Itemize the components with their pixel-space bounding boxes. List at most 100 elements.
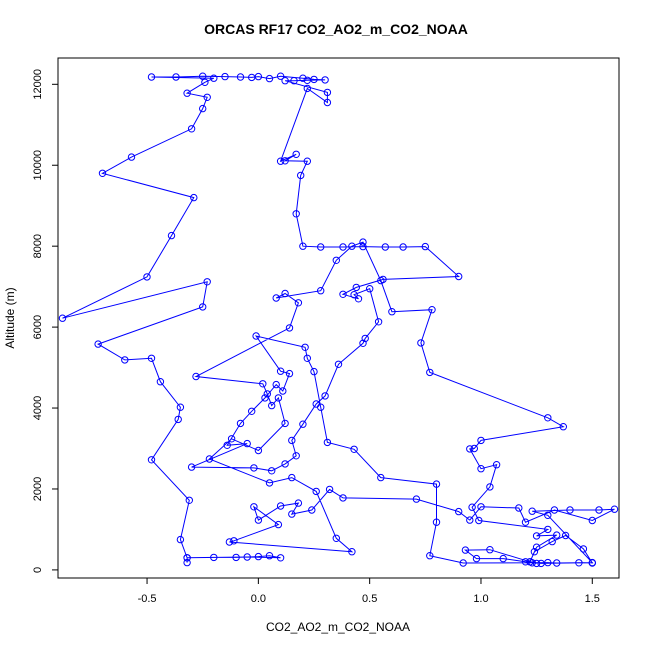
data-point [325,485,334,494]
data-point [294,499,303,507]
data-point [459,559,467,567]
data-point [285,369,294,378]
data-point [303,84,311,93]
data-point [381,243,389,251]
data-point [254,72,263,81]
data-point [350,291,358,299]
y-tick-label: 6000 [32,315,44,339]
data-point [421,242,429,251]
data-point [187,463,196,471]
data-point [388,308,396,316]
data-point [98,169,107,178]
data-point [250,503,258,511]
data-point [272,380,280,389]
data-point [176,403,185,411]
data-point [412,495,421,503]
data-point [317,287,325,295]
data-point [147,456,156,464]
data-point [172,73,180,81]
y-tick-label: 12000 [32,69,44,100]
data-point [317,243,325,251]
data-point [299,420,307,428]
data-point [339,243,347,251]
data-point [190,193,198,202]
data-point [530,548,539,556]
y-tick-label: 0 [32,567,44,573]
data-point [127,153,136,161]
data-point [227,435,236,443]
data-point [230,537,238,545]
data-point [288,436,296,445]
data-point [348,242,356,250]
data-point [323,88,332,97]
data-point [323,438,332,447]
data-point [475,516,483,525]
data-point [183,558,191,567]
data-point [308,506,316,514]
data-point [595,506,603,514]
data-point [579,545,588,553]
data-point [292,452,300,460]
data-point [559,423,567,431]
data-point [323,98,332,107]
data-point [288,510,296,518]
data-point [292,150,300,159]
data-point [548,537,556,546]
data-point [532,559,541,568]
data-point [299,242,307,250]
series-line [62,75,615,564]
data-point [176,535,185,544]
data-point [468,503,476,511]
data-point [274,520,283,529]
data-point [561,531,570,540]
data-point [588,516,596,525]
data-point [426,552,434,560]
x-tick-label: 1.0 [473,593,488,605]
data-series [58,72,619,568]
data-point [272,294,280,302]
data-point [455,272,463,281]
data-point [354,295,363,303]
data-point [281,419,289,428]
data-point [203,278,211,286]
data-point [276,502,285,510]
data-point [566,506,574,514]
data-point [281,77,289,85]
data-point [537,559,545,568]
data-point [297,171,305,180]
data-point [187,125,196,133]
data-point [252,332,260,340]
data-point [432,480,441,488]
x-tick-label: -0.5 [138,593,157,605]
data-point [281,460,289,468]
data-point [210,74,218,82]
data-point [232,553,240,562]
data-point [279,387,287,395]
data-point [167,231,176,240]
data-point [312,487,320,496]
data-point [265,74,274,83]
data-point [254,552,263,561]
data-point [276,157,285,165]
data-point [268,401,276,410]
data-point [399,243,407,251]
data-point [521,558,530,566]
data-point [466,445,474,453]
data-point [544,511,552,519]
data-point [515,504,523,512]
data-point [299,74,307,82]
data-point [321,76,329,84]
data-point [455,507,463,516]
data-point [550,506,559,514]
data-point [281,157,289,165]
data-point [199,72,207,80]
x-tick-label: 1.5 [585,593,600,605]
data-point [58,314,67,322]
data-point [526,558,534,566]
x-tick-label: 0.0 [251,593,266,605]
x-axis: -0.5 0.0 0.5 1.0 1.5 [138,577,600,605]
data-point [486,483,494,491]
data-point [321,392,329,400]
y-tick-label: 4000 [32,396,44,420]
data-point [263,390,271,398]
